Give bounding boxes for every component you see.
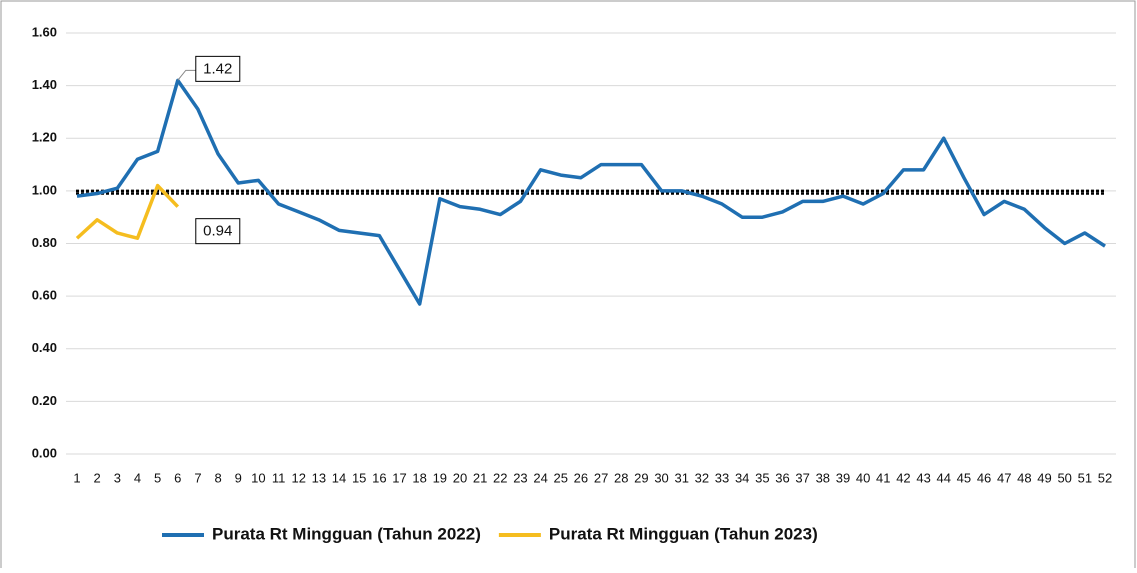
x-tick-label: 1 — [73, 470, 80, 485]
x-tick-label: 33 — [715, 470, 729, 485]
data-label: 0.94 — [203, 223, 232, 240]
x-tick-label: 51 — [1078, 470, 1092, 485]
x-tick-label: 10 — [251, 470, 265, 485]
x-tick-label: 30 — [654, 470, 668, 485]
y-tick-label: 1.60 — [32, 24, 57, 39]
x-tick-label: 48 — [1017, 470, 1031, 485]
x-tick-label: 2 — [94, 470, 101, 485]
x-tick-label: 12 — [291, 470, 305, 485]
legend-label: Purata Rt Mingguan (Tahun 2022) — [212, 524, 481, 543]
x-tick-label: 50 — [1057, 470, 1071, 485]
x-tick-label: 14 — [332, 470, 346, 485]
y-tick-label: 0.60 — [32, 288, 57, 303]
x-tick-label: 41 — [876, 470, 890, 485]
y-tick-label: 1.00 — [32, 182, 57, 197]
x-tick-label: 17 — [392, 470, 406, 485]
x-tick-label: 37 — [795, 470, 809, 485]
label-box — [195, 55, 241, 82]
y-tick-label: 0.20 — [32, 393, 57, 408]
x-tick-label: 16 — [372, 470, 386, 485]
x-tick-label: 35 — [755, 470, 769, 485]
x-tick-label: 27 — [594, 470, 608, 485]
x-tick-label: 7 — [194, 470, 201, 485]
x-tick-label: 29 — [634, 470, 648, 485]
label-leader — [177, 69, 196, 81]
x-tick-label: 23 — [513, 470, 527, 485]
x-tick-label: 24 — [533, 470, 547, 485]
x-tick-label: 22 — [493, 470, 507, 485]
x-tick-label: 52 — [1098, 470, 1112, 485]
x-tick-label: 43 — [916, 470, 930, 485]
x-tick-label: 42 — [896, 470, 910, 485]
y-tick-label: 0.80 — [32, 235, 57, 250]
x-tick-label: 44 — [937, 470, 951, 485]
x-tick-label: 20 — [453, 470, 467, 485]
x-tick-label: 28 — [614, 470, 628, 485]
data-label: 1.42 — [203, 60, 232, 77]
y-tick-label: 1.40 — [32, 77, 57, 92]
x-tick-label: 47 — [997, 470, 1011, 485]
x-tick-label: 15 — [352, 470, 366, 485]
x-tick-label: 4 — [134, 470, 141, 485]
x-tick-label: 34 — [735, 470, 749, 485]
y-tick-label: 1.20 — [32, 130, 57, 145]
y-tick-label: 0.40 — [32, 340, 57, 355]
label-box — [195, 218, 241, 245]
x-tick-label: 45 — [957, 470, 971, 485]
x-tick-label: 32 — [695, 470, 709, 485]
x-tick-label: 31 — [674, 470, 688, 485]
x-tick-label: 46 — [977, 470, 991, 485]
x-tick-label: 21 — [473, 470, 487, 485]
x-tick-label: 38 — [816, 470, 830, 485]
x-tick-label: 19 — [433, 470, 447, 485]
x-tick-label: 8 — [214, 470, 221, 485]
x-tick-label: 26 — [574, 470, 588, 485]
x-tick-label: 9 — [235, 470, 242, 485]
x-tick-label: 36 — [775, 470, 789, 485]
x-tick-label: 13 — [312, 470, 326, 485]
series-line — [75, 183, 180, 240]
x-tick-label: 11 — [272, 470, 286, 485]
x-tick-label: 39 — [836, 470, 850, 485]
series-line — [76, 78, 1106, 306]
y-tick-label: 0.00 — [32, 445, 57, 460]
x-tick-label: 25 — [554, 470, 568, 485]
x-tick-label: 18 — [412, 470, 426, 485]
x-tick-label: 3 — [114, 470, 121, 485]
x-tick-label: 5 — [154, 470, 161, 485]
x-tick-label: 6 — [174, 470, 181, 485]
legend-label: Purata Rt Mingguan (Tahun 2023) — [549, 524, 818, 543]
x-tick-label: 40 — [856, 470, 870, 485]
x-tick-label: 49 — [1037, 470, 1051, 485]
